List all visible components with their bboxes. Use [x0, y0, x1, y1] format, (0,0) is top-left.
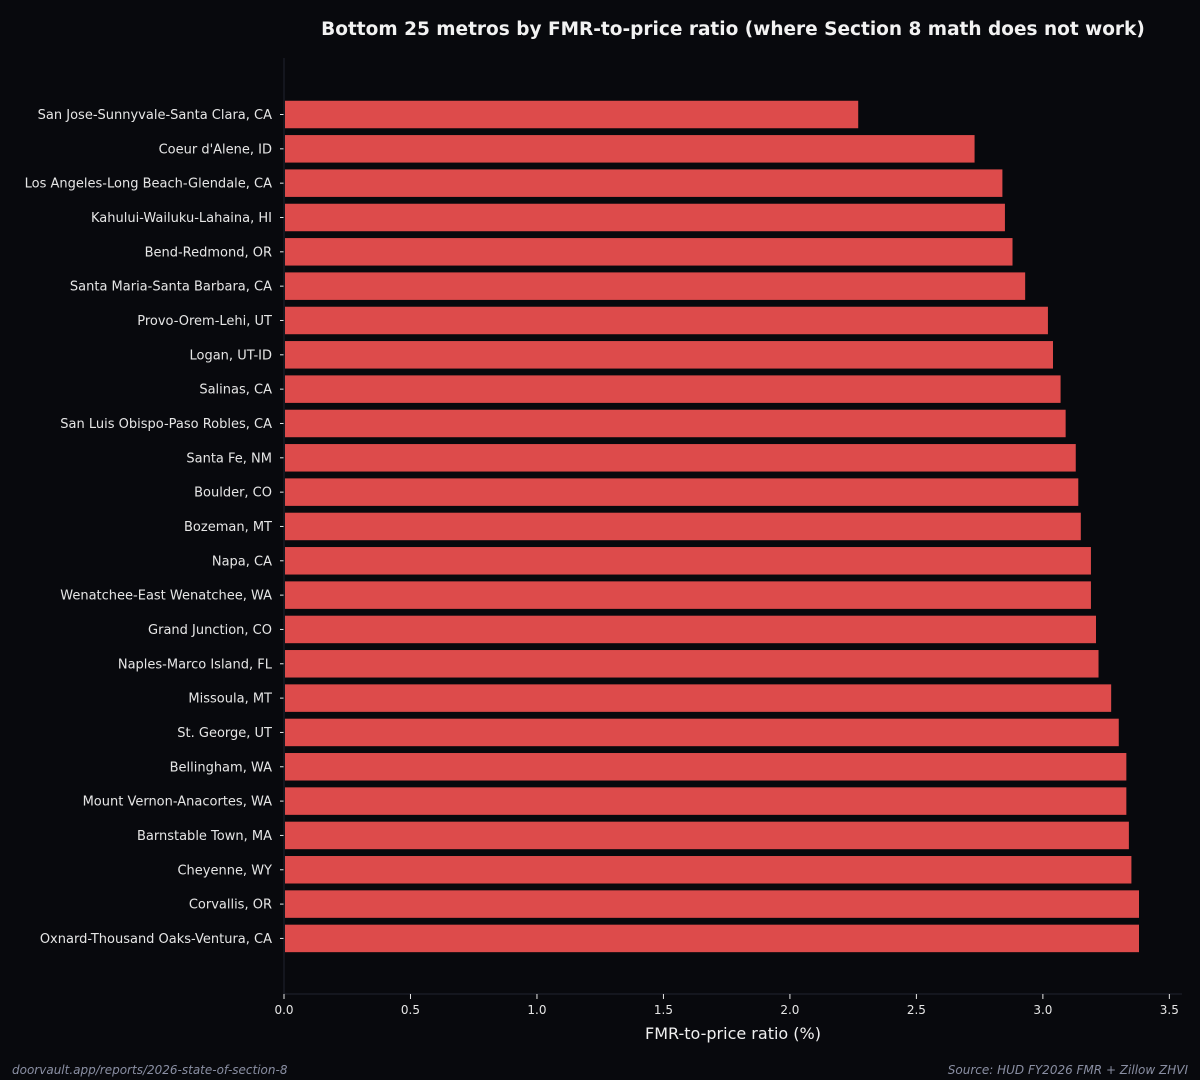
x-tick-label: 2.5 [907, 1003, 926, 1017]
bar [285, 856, 1132, 884]
bar [285, 238, 1013, 266]
bar [285, 306, 1048, 335]
y-tick-label: Bellingham, WA [170, 760, 273, 775]
bars-group [285, 100, 1139, 953]
x-tick-label: 0.0 [274, 1003, 293, 1017]
bar [285, 169, 1003, 197]
y-tick-label: Provo-Orem-Lehi, UT [137, 314, 272, 329]
y-tick-label: Los Angeles-Long Beach-Glendale, CA [25, 177, 272, 192]
y-tick-label: Wenatchee-East Wenatchee, WA [60, 589, 272, 604]
footer-source: Source: HUD FY2026 FMR + Zillow ZHVI [947, 1063, 1188, 1077]
bar [285, 615, 1096, 644]
y-tick-label: St. George, UT [177, 726, 272, 741]
y-tick-label: Bozeman, MT [184, 520, 272, 535]
bar [285, 581, 1091, 609]
bar [285, 272, 1026, 300]
bar [285, 924, 1139, 953]
x-tick-label: 1.5 [654, 1003, 673, 1017]
y-tick-label: Grand Junction, CO [148, 623, 272, 638]
footer-url: doorvault.app/reports/2026-state-of-sect… [12, 1063, 288, 1077]
y-tick-label: Santa Maria-Santa Barbara, CA [70, 280, 272, 295]
bar [285, 787, 1127, 815]
y-tick-label: San Luis Obispo-Paso Robles, CA [60, 417, 272, 432]
y-tick-label: Mount Vernon-Anacortes, WA [83, 795, 273, 810]
x-tick-label: 3.0 [1033, 1003, 1052, 1017]
bar [285, 684, 1112, 712]
y-tick-label: Kahului-Wailuku-Lahaina, HI [91, 211, 272, 226]
y-tick-label: Salinas, CA [199, 383, 272, 398]
bar [285, 203, 1005, 232]
chart-title: Bottom 25 metros by FMR-to-price ratio (… [321, 19, 1145, 40]
bar [285, 512, 1081, 541]
bar [285, 478, 1079, 506]
y-axis-labels: San Jose-Sunnyvale-Santa Clara, CA Coeur … [25, 108, 284, 947]
bar [285, 100, 859, 129]
y-tick-label: Boulder, CO [194, 486, 272, 501]
y-tick-label: Coeur d'Alene, ID [159, 142, 272, 157]
y-tick-label: Naples-Marco Island, FL [118, 657, 273, 672]
bar [285, 135, 975, 163]
x-tick-label: 1.0 [527, 1003, 546, 1017]
bar [285, 890, 1139, 918]
y-tick-label: Logan, UT-ID [190, 348, 273, 363]
bar [285, 409, 1066, 438]
bar [285, 375, 1061, 403]
x-axis-label: FMR-to-price ratio (%) [645, 1024, 821, 1043]
bar [285, 650, 1099, 678]
y-tick-label: Cheyenne, WY [177, 863, 272, 878]
y-tick-label: Oxnard-Thousand Oaks-Ventura, CA [40, 932, 272, 947]
y-tick-label: San Jose-Sunnyvale-Santa Clara, CA [38, 108, 272, 123]
bar [285, 821, 1129, 850]
y-tick-label: Bend-Redmond, OR [145, 245, 272, 260]
x-tick-label: 0.5 [401, 1003, 420, 1017]
y-tick-label: Napa, CA [212, 554, 272, 569]
y-tick-label: Santa Fe, NM [186, 451, 272, 466]
bar [285, 341, 1053, 369]
bar [285, 718, 1119, 747]
y-tick-label: Missoula, MT [188, 692, 272, 707]
y-tick-label: Barnstable Town, MA [137, 829, 272, 844]
bar [285, 444, 1076, 472]
bar [285, 753, 1127, 781]
y-tick-label: Corvallis, OR [189, 898, 272, 913]
x-tick-label: 2.0 [780, 1003, 799, 1017]
bar [285, 547, 1091, 575]
x-tick-label: 3.5 [1160, 1003, 1179, 1017]
x-axis-ticks: 0.0 0.5 1.0 1.5 2.0 2.5 3.0 3.5 [274, 994, 1179, 1017]
